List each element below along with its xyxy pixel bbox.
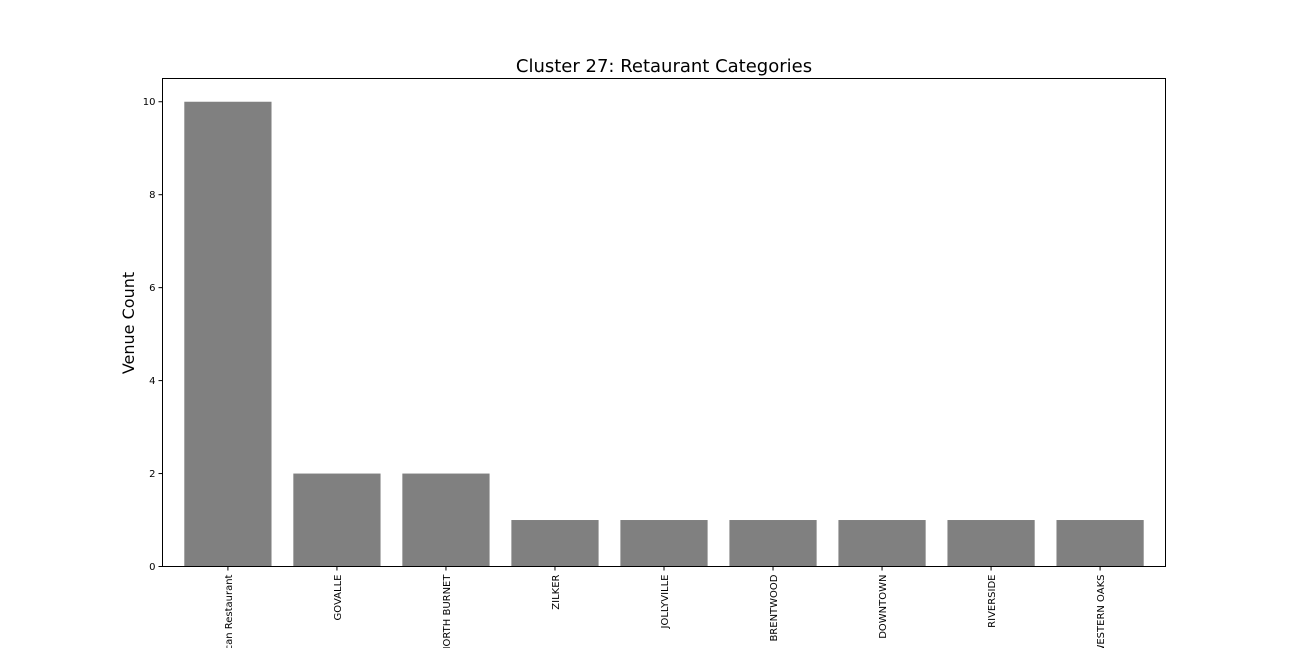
plot-frame: [162, 78, 1166, 567]
y-tick-label: 4: [149, 376, 155, 387]
bar: [947, 520, 1035, 567]
x-tick-label: ZILKER: [551, 574, 562, 609]
x-tick-label: Mexican Restaurant: [224, 574, 235, 648]
y-tick-label: 10: [143, 97, 156, 108]
chart-title: Cluster 27: Retaurant Categories: [516, 56, 812, 77]
bar: [511, 520, 599, 567]
x-tick-label: DOWNTOWN: [878, 575, 889, 639]
x-axis-ticks: Mexican Restaurant GOVALLE NORTH BURNET ZIL…: [224, 566, 1107, 648]
y-tick-label: 8: [149, 190, 155, 201]
bar: [729, 520, 817, 567]
x-tick-label: BRENTWOOD: [769, 574, 780, 641]
y-tick-label: 2: [149, 469, 155, 480]
bar: [620, 520, 708, 567]
y-tick-label: 0: [149, 562, 155, 573]
bar: [293, 473, 381, 567]
bar: [184, 101, 272, 567]
x-tick-label: JOLLYVILLE: [660, 575, 671, 630]
bar: [838, 520, 926, 567]
bar: [1056, 520, 1144, 567]
x-tick-label: GOVALLE: [333, 575, 344, 621]
bar: [402, 473, 490, 567]
y-tick-label: 6: [149, 283, 155, 294]
y-axis-ticks: 0 2 4 6 8 10: [143, 97, 163, 573]
x-tick-label: NORTH BURNET: [442, 574, 453, 648]
bars: [184, 101, 1144, 567]
x-tick-label: WESTERN OAKS: [1096, 575, 1107, 648]
y-axis-label: Venue Count: [119, 272, 138, 374]
x-tick-label: RIVERSIDE: [987, 574, 998, 627]
